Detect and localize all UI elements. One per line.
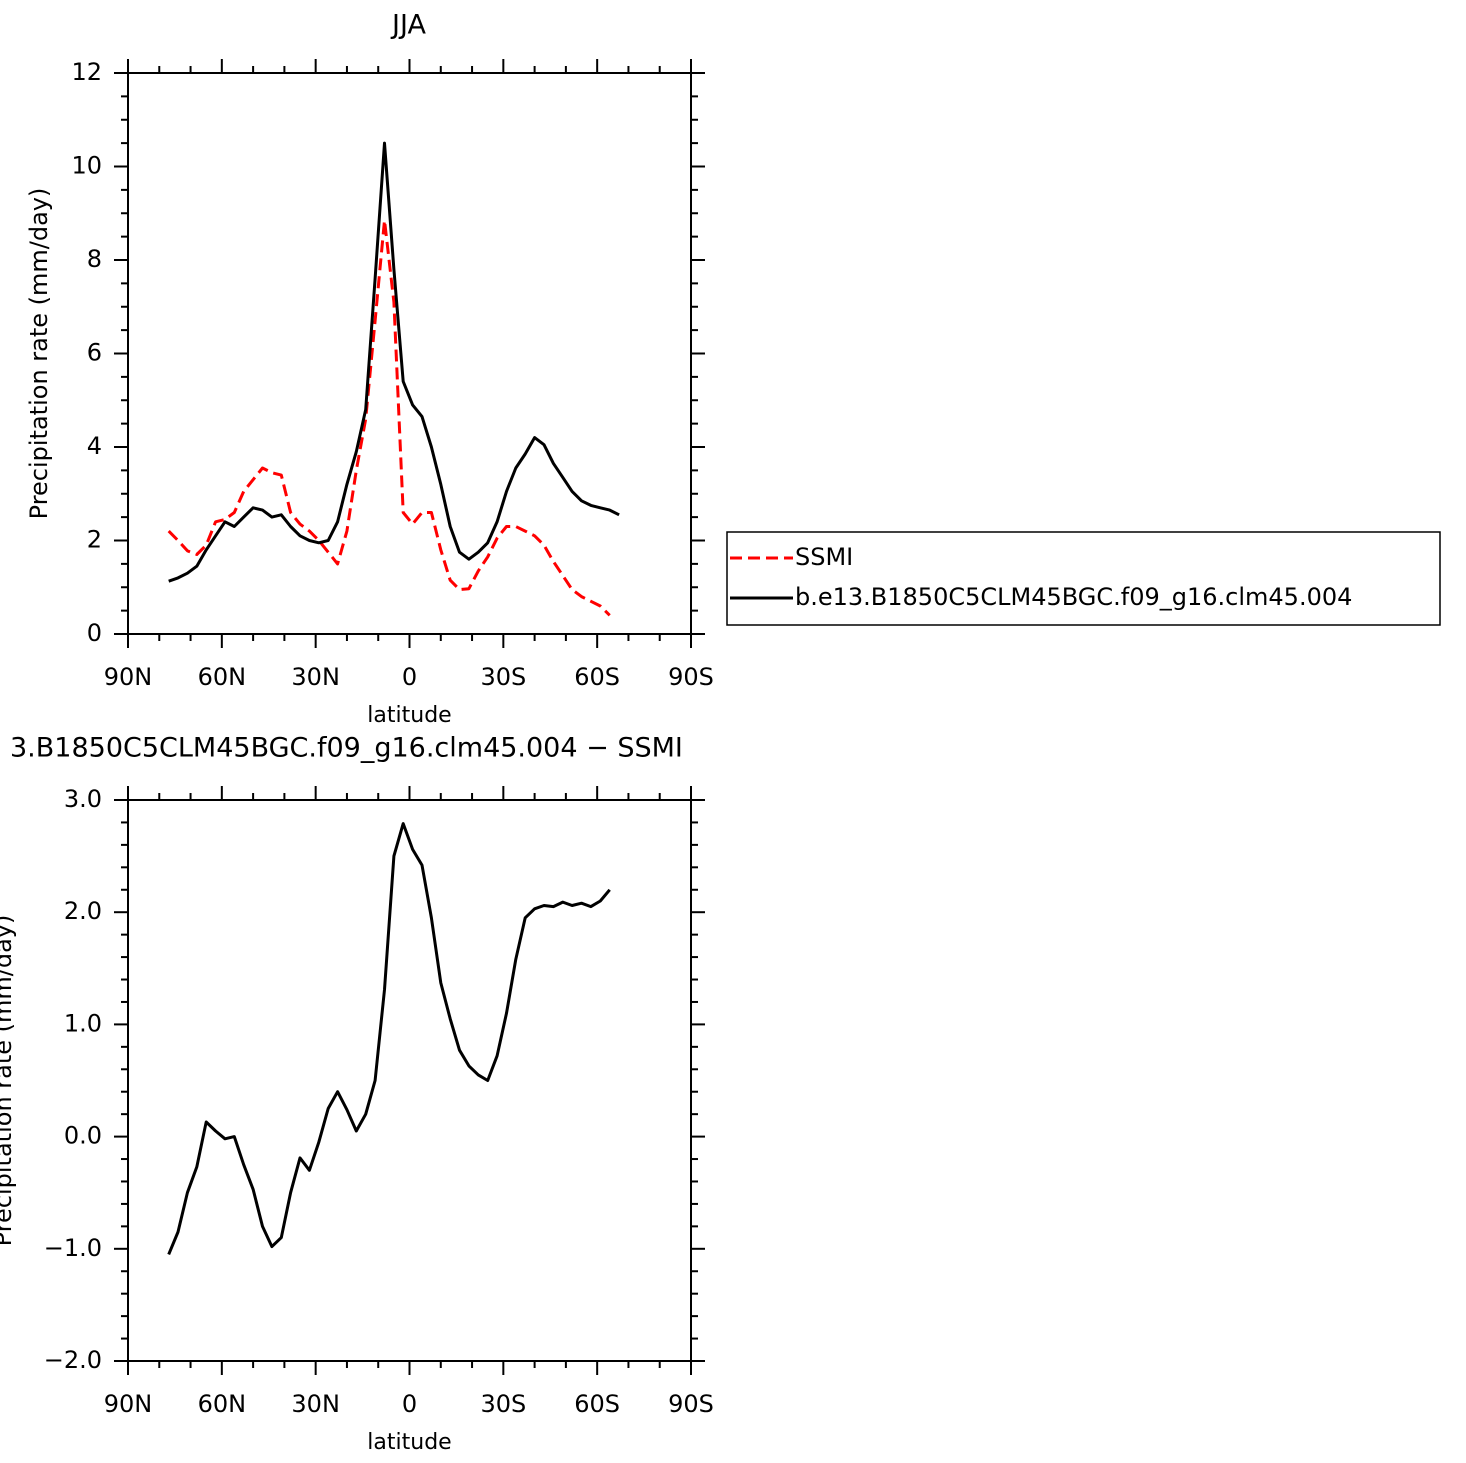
y-axis-label: Precipitation rate (mm/day) <box>0 915 17 1247</box>
x-tick-label: 90N <box>104 663 153 691</box>
x-tick-label: 90S <box>668 1390 714 1418</box>
y-tick-label: 4 <box>87 432 102 460</box>
data-line <box>168 141 620 583</box>
x-tick-label: 0 <box>402 663 417 691</box>
y-tick-label: −1.0 <box>44 1234 102 1262</box>
x-axis-label: latitude <box>367 703 451 728</box>
data-line <box>167 218 611 617</box>
x-tick-label: 30S <box>480 663 526 691</box>
plot-frame <box>127 72 692 635</box>
x-tick-label: 30N <box>291 1390 340 1418</box>
x-tick-label: 90S <box>668 663 714 691</box>
legend-box <box>726 531 1441 626</box>
y-tick-label: 12 <box>71 58 102 86</box>
x-tick-label: 60N <box>198 663 247 691</box>
y-tick-label: 0.0 <box>64 1122 102 1150</box>
chart-title: JJA <box>390 10 426 41</box>
y-tick-label: 3.0 <box>64 785 102 813</box>
y-tick-label: 2 <box>87 526 102 554</box>
y-tick-label: 6 <box>87 339 102 367</box>
legend-label: b.e13.B1850C5CLM45BGC.f09_g16.clm45.004 <box>795 583 1352 611</box>
x-tick-label: 60S <box>574 1390 620 1418</box>
x-tick-label: 90N <box>104 1390 153 1418</box>
chart-title: 3.B1850C5CLM45BGC.f09_g16.clm45.004 − SS… <box>10 733 683 764</box>
y-tick-label: 1.0 <box>64 1009 102 1037</box>
y-tick-label: −2.0 <box>44 1346 102 1374</box>
x-axis-label: latitude <box>367 1430 451 1455</box>
x-tick-label: 60S <box>574 663 620 691</box>
y-tick-label: 8 <box>87 245 102 273</box>
x-tick-label: 30N <box>291 663 340 691</box>
x-tick-label: 60N <box>198 1390 247 1418</box>
y-tick-label: 2.0 <box>64 897 102 925</box>
x-tick-label: 0 <box>402 1390 417 1418</box>
y-tick-label: 10 <box>71 152 102 180</box>
plot-frame <box>127 799 692 1362</box>
y-tick-label: 0 <box>87 619 102 647</box>
x-tick-label: 30S <box>480 1390 526 1418</box>
legend-label: SSMI <box>795 543 853 571</box>
data-line <box>167 822 611 1255</box>
y-axis-label: Precipitation rate (mm/day) <box>25 188 53 520</box>
